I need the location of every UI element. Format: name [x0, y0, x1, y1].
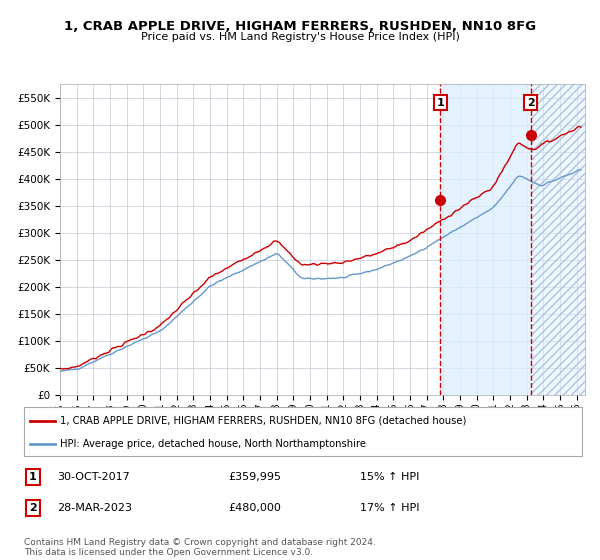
Text: 1: 1: [29, 472, 37, 482]
Text: 1, CRAB APPLE DRIVE, HIGHAM FERRERS, RUSHDEN, NN10 8FG (detached house): 1, CRAB APPLE DRIVE, HIGHAM FERRERS, RUS…: [60, 416, 467, 426]
Text: 15% ↑ HPI: 15% ↑ HPI: [360, 472, 419, 482]
Text: 28-MAR-2023: 28-MAR-2023: [57, 503, 132, 513]
Text: 1, CRAB APPLE DRIVE, HIGHAM FERRERS, RUSHDEN, NN10 8FG: 1, CRAB APPLE DRIVE, HIGHAM FERRERS, RUS…: [64, 20, 536, 32]
Text: 1: 1: [437, 97, 445, 108]
Text: HPI: Average price, detached house, North Northamptonshire: HPI: Average price, detached house, Nort…: [60, 439, 366, 449]
Text: 2: 2: [29, 503, 37, 513]
Bar: [530, 84, 585, 395]
Text: 30-OCT-2017: 30-OCT-2017: [57, 472, 130, 482]
FancyBboxPatch shape: [24, 407, 582, 456]
Text: £359,995: £359,995: [228, 472, 281, 482]
Text: £480,000: £480,000: [228, 503, 281, 513]
Bar: [440, 84, 530, 395]
Text: 17% ↑ HPI: 17% ↑ HPI: [360, 503, 419, 513]
Text: 2: 2: [527, 97, 535, 108]
Text: Contains HM Land Registry data © Crown copyright and database right 2024.
This d: Contains HM Land Registry data © Crown c…: [24, 538, 376, 557]
Text: Price paid vs. HM Land Registry's House Price Index (HPI): Price paid vs. HM Land Registry's House …: [140, 32, 460, 43]
Bar: [530, 84, 585, 395]
